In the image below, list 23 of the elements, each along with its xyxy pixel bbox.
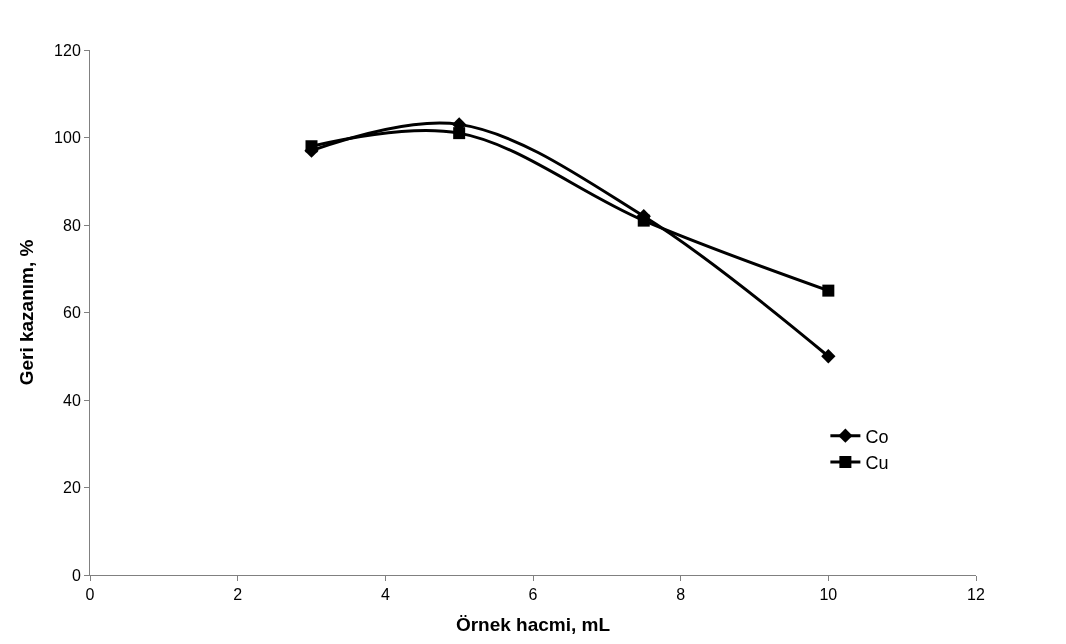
point [822,284,835,297]
x-tick-label: 8 [676,586,686,604]
x-axis-title: Örnek hacmi, mL [455,614,611,635]
x-tick-label: 12 [967,586,985,604]
x-tick-label: 10 [819,586,838,604]
y-tick-label: 20 [63,479,81,497]
y-tick-label: 80 [63,216,81,234]
x-tick-label: 4 [380,586,390,604]
y-tick-label: 100 [54,129,81,147]
point [637,214,650,227]
y-tick-label: 40 [63,391,81,409]
legend-label: Co [865,426,889,447]
y-axis-title: Geri kazanım, % [15,239,37,386]
y-tick-label: 0 [71,566,81,584]
y-tick-label: 120 [54,41,81,59]
point [821,349,836,364]
point [453,127,466,140]
x-tick-label: 0 [85,586,95,604]
legend-label: Cu [865,453,889,474]
point [305,140,318,153]
x-tick-label: 6 [528,586,538,604]
x-tick-label: 2 [233,586,243,604]
y-tick-label: 60 [63,304,81,322]
